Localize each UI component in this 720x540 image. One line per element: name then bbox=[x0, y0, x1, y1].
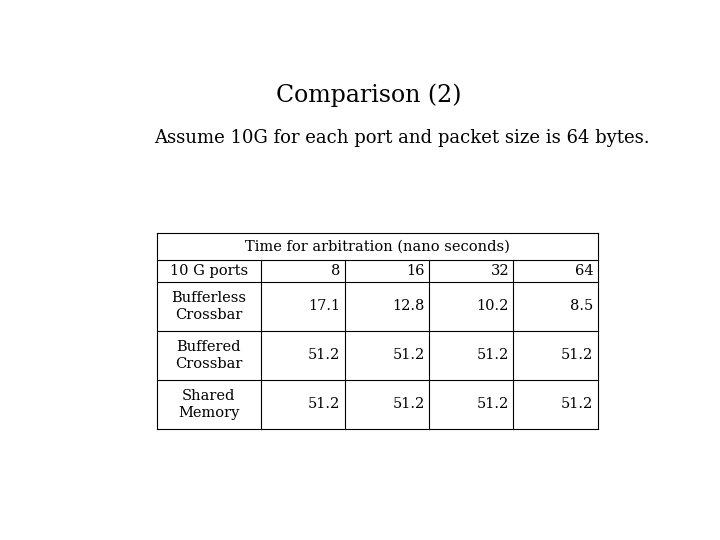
Text: 51.2: 51.2 bbox=[392, 397, 425, 411]
Text: 8.5: 8.5 bbox=[570, 300, 593, 314]
Text: Comparison (2): Comparison (2) bbox=[276, 84, 462, 107]
Text: Time for arbitration (nano seconds): Time for arbitration (nano seconds) bbox=[245, 239, 510, 253]
Text: 32: 32 bbox=[490, 264, 509, 278]
Text: Buffered
Crossbar: Buffered Crossbar bbox=[175, 340, 243, 371]
Text: Bufferless
Crossbar: Bufferless Crossbar bbox=[171, 291, 246, 322]
Text: 17.1: 17.1 bbox=[308, 300, 341, 314]
Text: 51.2: 51.2 bbox=[308, 397, 341, 411]
Text: 12.8: 12.8 bbox=[392, 300, 425, 314]
Text: 51.2: 51.2 bbox=[392, 348, 425, 362]
Text: 51.2: 51.2 bbox=[561, 397, 593, 411]
Text: 10 G ports: 10 G ports bbox=[170, 264, 248, 278]
Text: 16: 16 bbox=[406, 264, 425, 278]
Text: 51.2: 51.2 bbox=[477, 348, 509, 362]
Text: 51.2: 51.2 bbox=[561, 348, 593, 362]
Text: 8: 8 bbox=[331, 264, 341, 278]
Text: 51.2: 51.2 bbox=[308, 348, 341, 362]
Text: 10.2: 10.2 bbox=[477, 300, 509, 314]
Text: 64: 64 bbox=[575, 264, 593, 278]
Text: Assume 10G for each port and packet size is 64 bytes.: Assume 10G for each port and packet size… bbox=[154, 129, 649, 147]
Text: 51.2: 51.2 bbox=[477, 397, 509, 411]
Text: Shared
Memory: Shared Memory bbox=[178, 389, 240, 420]
